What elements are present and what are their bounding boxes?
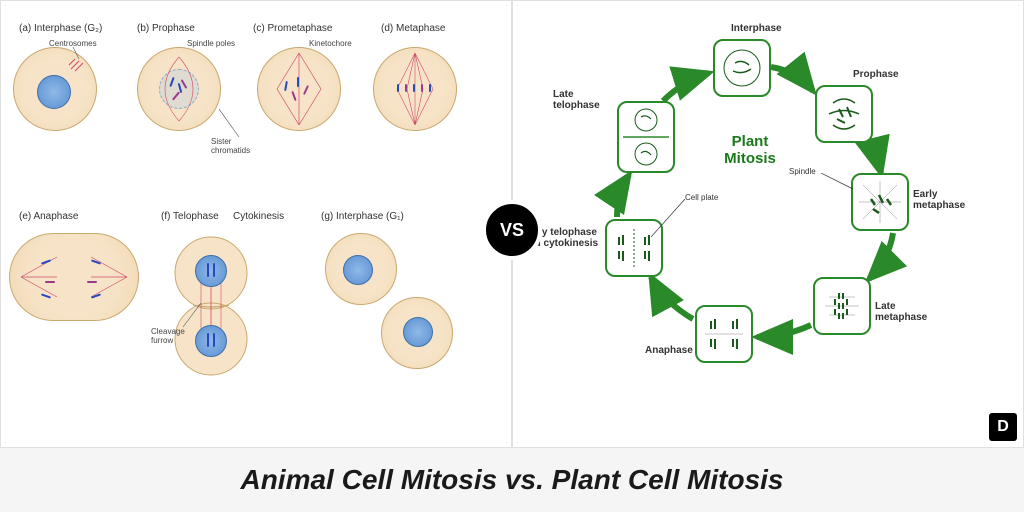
brand-logo-icon: D (989, 413, 1017, 441)
plant-label-early-metaphase: Early metaphase (913, 189, 973, 211)
animal-stage-d-label: (d) Metaphase (381, 23, 445, 34)
animal-stage-b-label: (b) Prophase (137, 23, 195, 34)
animal-stage-f-label: (f) Telophase (161, 211, 219, 222)
plant-label-interphase: Interphase (731, 23, 782, 34)
plant-cell-late-telophase (617, 101, 675, 173)
anno-spindle-poles: Spindle poles (187, 39, 235, 48)
anno-spindle: Spindle (789, 167, 816, 176)
animal-stage-g-label: (g) Interphase (G₁) (321, 211, 404, 222)
vs-badge: VS (482, 200, 542, 260)
anno-cell-plate: Cell plate (685, 193, 718, 202)
plant-label-late-metaphase: Late metaphase (875, 301, 935, 323)
plant-cell-anaphase (695, 305, 753, 363)
anno-sister-chromatids: Sister chromatids (211, 137, 251, 155)
animal-cell-daughter-1 (325, 233, 397, 305)
animal-cell-daughter-2 (381, 297, 453, 369)
plant-cell-prophase (815, 85, 873, 143)
cytokinesis-label: Cytokinesis (233, 211, 284, 222)
animal-panel: (a) Interphase (G₂) (b) Prophase (c) Pro… (0, 0, 512, 448)
animal-stage-a-label: (a) Interphase (G₂) (19, 23, 102, 34)
anno-kinetochore: Kinetochore (309, 39, 352, 48)
plant-cell-interphase (713, 39, 771, 97)
animal-cell-prophase (137, 47, 221, 131)
animal-cell-interphase-g2 (13, 47, 97, 131)
plant-cell-early-metaphase (851, 173, 909, 231)
plant-label-anaphase: Anaphase (645, 345, 693, 356)
animal-stage-e-label: (e) Anaphase (19, 211, 79, 222)
animal-stage-c-label: (c) Prometaphase (253, 23, 332, 34)
plant-panel: Plant Mitosis Interphase Prophase Early … (512, 0, 1024, 448)
plant-cell-late-metaphase (813, 277, 871, 335)
plant-label-prophase: Prophase (853, 69, 899, 80)
animal-cell-prometaphase (257, 47, 341, 131)
plant-label-late-telophase: Late telophase (553, 89, 613, 111)
footer-title: Animal Cell Mitosis vs. Plant Cell Mitos… (0, 448, 1024, 512)
anno-cleavage-furrow: Cleavage furrow (151, 327, 201, 345)
animal-cell-metaphase (373, 47, 457, 131)
animal-cell-anaphase (9, 233, 139, 321)
